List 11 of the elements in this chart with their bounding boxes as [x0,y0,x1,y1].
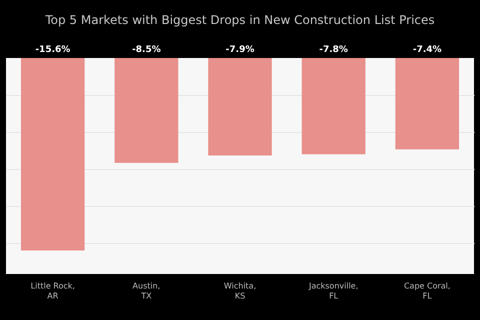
data-label: -7.9% [226,45,254,55]
x-tick-label: Little Rock, AR [30,282,75,300]
data-label: -7.4% [412,45,442,55]
x-tick-label: Austin, TX [132,282,160,300]
data-label: -8.5% [132,45,161,55]
data-label: -7.8% [319,45,348,55]
x-tick-label: Jacksonville, FL [308,282,358,300]
chart-title: Top 5 Markets with Biggest Drops in New Construction List Prices [44,13,435,27]
data-label: -15.6% [35,45,70,55]
x-tick-label: Cape Coral, FL [404,282,450,300]
x-tick-label: Wichita, KS [224,282,256,300]
